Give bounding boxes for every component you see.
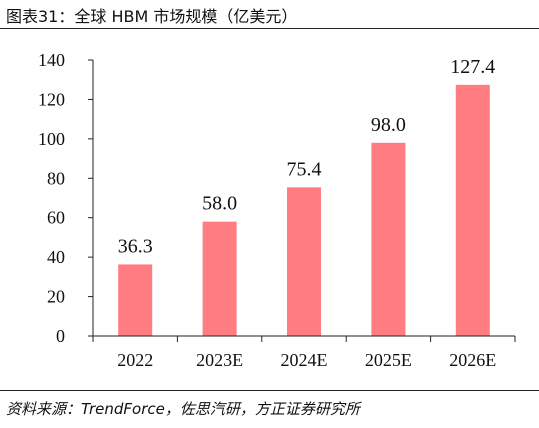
y-tick-label-80: 80: [47, 168, 65, 188]
bar-2022: [118, 264, 153, 336]
bar-2026E: [455, 84, 490, 336]
y-tick-label-60: 60: [47, 208, 65, 228]
y-tick-label-20: 20: [47, 287, 65, 307]
bar-2023E: [202, 221, 237, 336]
x-tick-label-2024E: 2024E: [281, 350, 328, 370]
data-label-2024E: 75.4: [287, 158, 322, 180]
data-label-2025E: 98.0: [371, 114, 406, 136]
y-tick-label-40: 40: [47, 247, 65, 267]
data-label-2023E: 58.0: [202, 193, 237, 215]
y-tick-label-0: 0: [56, 326, 65, 346]
x-tick-label-2026E: 2026E: [449, 350, 496, 370]
y-tick-label-140: 140: [38, 50, 65, 70]
data-label-2026E: 127.4: [450, 56, 495, 78]
data-label-group: 36.3 58.0 75.4 98.0 127.4: [118, 56, 496, 258]
data-label-2022: 36.3: [118, 235, 153, 257]
axes-group: 2022 2023E 2024E 2025E 2026E 0 20 40 60 80 100 120 1…: [38, 50, 516, 370]
x-tick-label-2023E: 2023E: [196, 350, 243, 370]
source-note: 资料来源：TrendForce，佐思汽研，方正证券研究所: [6, 400, 360, 418]
x-tick-label-2025E: 2025E: [365, 350, 412, 370]
y-tick-label-120: 120: [38, 89, 65, 109]
bar-2024E: [287, 187, 321, 336]
bottom-rule: [0, 390, 539, 391]
y-tick-label-100: 100: [38, 129, 65, 149]
x-tick-label-2022: 2022: [117, 350, 153, 370]
figure-title: 图表31：全球 HBM 市场规模（亿美元）: [6, 7, 298, 26]
top-rule: [0, 28, 539, 29]
bar-group: [118, 84, 490, 336]
bar-2025E: [371, 142, 406, 336]
